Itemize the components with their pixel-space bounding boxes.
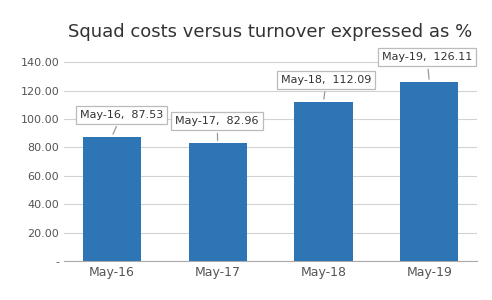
Text: May-16,  87.53: May-16, 87.53 bbox=[80, 110, 163, 134]
Text: May-19,  126.11: May-19, 126.11 bbox=[382, 52, 472, 79]
Text: May-17,  82.96: May-17, 82.96 bbox=[175, 116, 259, 140]
Title: Squad costs versus turnover expressed as %: Squad costs versus turnover expressed as… bbox=[68, 23, 473, 41]
Text: May-18,  112.09: May-18, 112.09 bbox=[281, 75, 371, 99]
Bar bbox=[294, 102, 353, 261]
Bar bbox=[400, 82, 459, 261]
Bar bbox=[83, 137, 141, 261]
Bar bbox=[188, 143, 247, 261]
